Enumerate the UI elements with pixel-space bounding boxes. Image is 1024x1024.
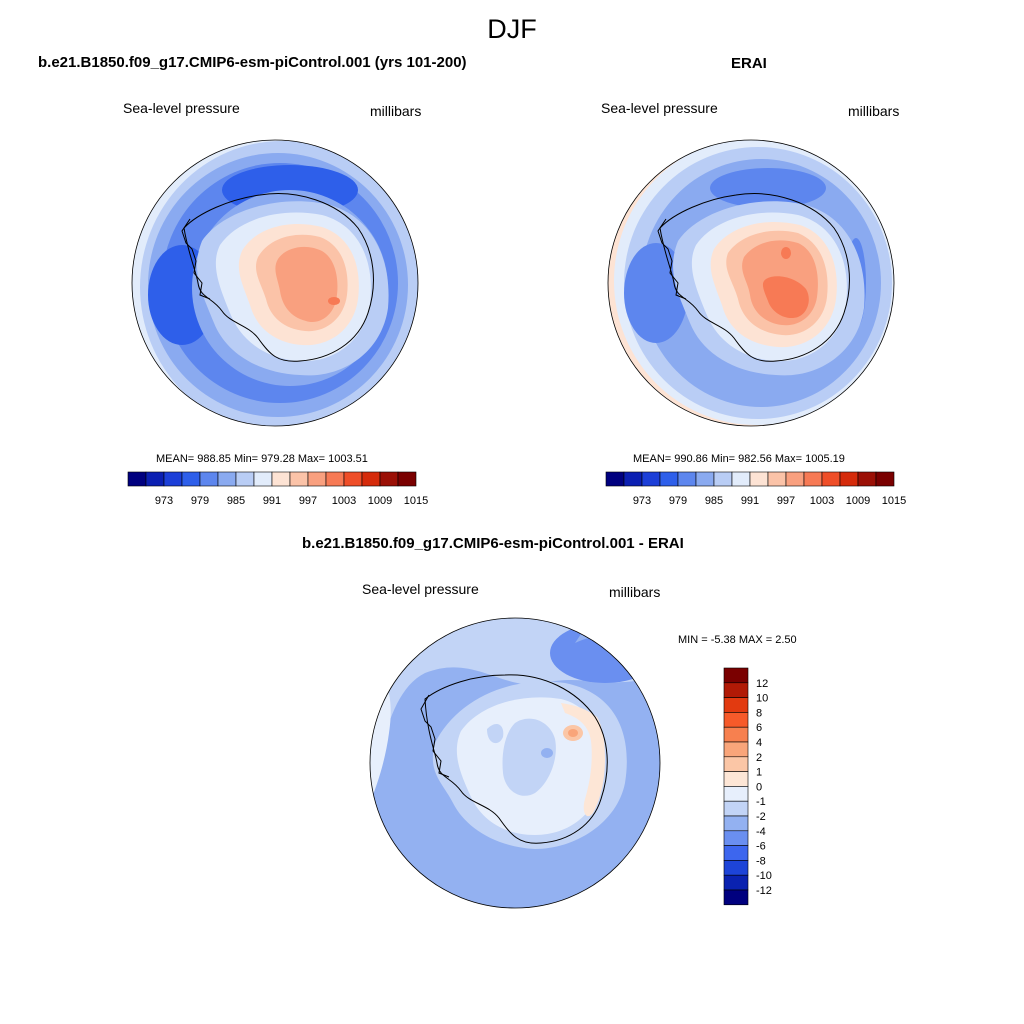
colorbar-tick-label: 10 [756,693,768,705]
colorbar-swatch [235,471,255,487]
colorbar-swatch [723,682,749,698]
colorbar-swatch [659,471,679,487]
colorbar-swatch [857,471,877,487]
panel-model-map [131,139,419,427]
colorbar-swatch [723,771,749,787]
colorbar-swatch [253,471,273,487]
colorbar-swatch [723,800,749,817]
colorbar-swatch [723,845,749,861]
colorbar-swatch [343,471,363,487]
colorbar-tick-label: -1 [756,796,766,808]
colorbar-swatch [163,471,183,487]
colorbar-swatch [623,471,643,487]
colorbar-tick-label: -6 [756,841,766,853]
colorbar-swatch [695,471,715,487]
colorbar-swatch [271,471,291,487]
colorbar-tick-label: 991 [741,495,759,507]
colorbar-swatch [803,471,823,487]
panel-obs-map [607,139,895,427]
colorbar-tick-label: 985 [705,495,723,507]
colorbar-swatch [307,471,327,487]
colorbar-swatch [289,471,309,487]
panel-diff-variable: Sea-level pressure [362,581,479,597]
colorbar-tick-label: 8 [756,707,762,719]
colorbar-swatch [723,712,749,728]
panel-obs-colorbar: 973 979 985 991 997 1003 1009 1015 [605,471,906,507]
colorbar-tick-label: 1015 [404,495,428,507]
colorbar-swatch [785,471,805,487]
colorbar-swatch [325,471,345,487]
colorbar-swatch [731,471,751,487]
colorbar-swatch [199,471,219,487]
colorbar-tick-label: 1009 [368,495,392,507]
panel-model-title: b.e21.B1850.f09_g17.CMIP6-esm-piControl.… [38,54,467,71]
colorbar-tick-label: 985 [227,495,245,507]
panel-model-variable: Sea-level pressure [123,100,240,116]
colorbar-swatch [605,471,625,487]
colorbar-swatch [821,471,841,487]
colorbar-swatch [839,471,859,487]
panel-obs-units: millibars [848,103,900,119]
colorbar-swatch [677,471,697,487]
panel-diff-map [369,617,661,909]
colorbar-tick-label: -2 [756,811,766,823]
colorbar-tick-label: 979 [669,495,687,507]
colorbar-tick-label: 973 [155,495,173,507]
colorbar-tick-label: -4 [756,826,766,838]
panel-obs-title: ERAI [731,55,767,72]
colorbar-tick-label: 1003 [810,495,834,507]
panel-diff-units: millibars [609,584,661,600]
colorbar-tick-label: 1015 [882,495,906,507]
colorbar-tick-label: 12 [756,678,768,690]
colorbar-tick-label: 6 [756,722,762,734]
colorbar-swatch [723,830,749,846]
colorbar-tick-label: 1003 [332,495,356,507]
colorbar-swatch [723,874,749,891]
colorbar-swatch [217,471,237,487]
colorbar-swatch [723,860,749,876]
panel-diff-title: b.e21.B1850.f09_g17.CMIP6-esm-piControl.… [302,535,684,552]
colorbar-tick-label: 973 [633,495,651,507]
colorbar-swatch [723,756,749,772]
colorbar-tick-label: -12 [756,885,772,897]
colorbar-tick-label: 979 [191,495,209,507]
colorbar-swatch [723,786,749,802]
panel-model-units: millibars [370,103,422,119]
colorbar-tick-label: 4 [756,737,762,749]
colorbar-tick-label: -10 [756,870,772,882]
colorbar-tick-label: 0 [756,781,762,793]
colorbar-swatch [723,697,749,713]
colorbar-swatch [361,471,381,487]
colorbar-swatch [767,471,787,487]
colorbar-swatch [397,471,417,487]
colorbar-tick-label: 1009 [846,495,870,507]
panel-diff-stats: MIN = -5.38 MAX = 2.50 [678,634,797,646]
panel-model-colorbar: 973 979 985 991 997 1003 1009 1015 [127,471,428,507]
colorbar-swatch [723,741,749,758]
colorbar-swatch [723,726,749,743]
colorbar-swatch [713,471,733,487]
colorbar-swatch [875,471,895,487]
colorbar-swatch [145,471,165,487]
colorbar-tick-label: 997 [777,495,795,507]
colorbar-tick-label: -8 [756,855,766,867]
colorbar-swatch [723,667,749,684]
colorbar-tick-label: 1 [756,767,762,779]
colorbar-swatch [723,889,749,906]
colorbar-swatch [723,815,749,832]
colorbar-tick-label: 997 [299,495,317,507]
season-title: DJF [487,14,537,44]
colorbar-swatch [641,471,661,487]
panel-obs-variable: Sea-level pressure [601,100,718,116]
panel-model-stats: MEAN= 988.85 Min= 979.28 Max= 1003.51 [156,453,368,465]
colorbar-swatch [181,471,201,487]
colorbar-tick-label: 2 [756,752,762,764]
colorbar-swatch [379,471,399,487]
colorbar-tick-label: 991 [263,495,281,507]
colorbar-swatch [749,471,769,487]
panel-obs-stats: MEAN= 990.86 Min= 982.56 Max= 1005.19 [633,453,845,465]
colorbar-swatch [127,471,147,487]
